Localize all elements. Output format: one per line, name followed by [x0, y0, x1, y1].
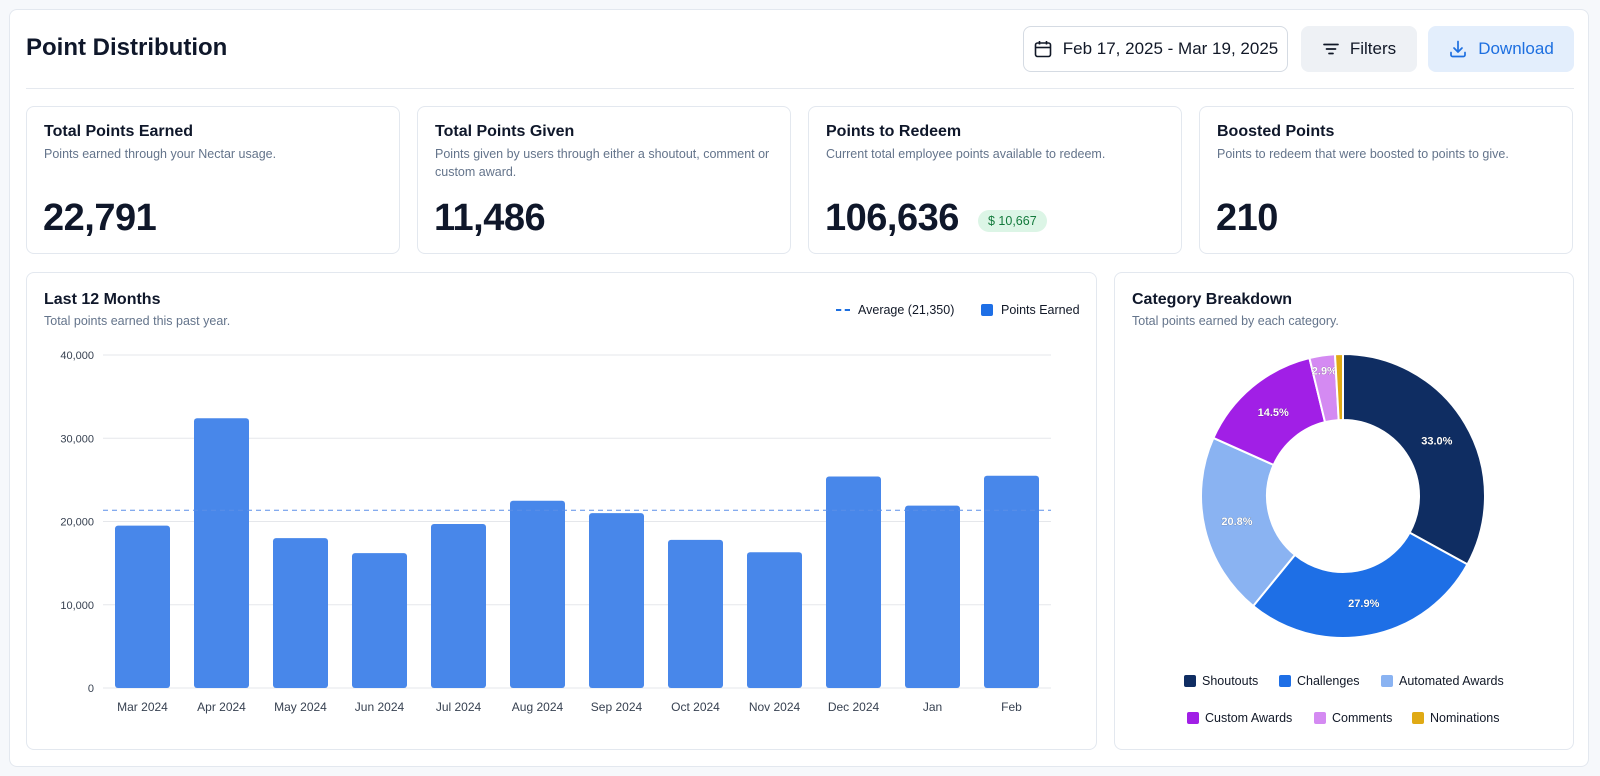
bar[interactable] — [984, 475, 1039, 688]
legend-series-label: Points Earned — [1001, 303, 1080, 317]
stat-description: Points earned through your Nectar usage. — [44, 147, 277, 161]
x-tick-label: Sep 2024 — [591, 700, 643, 714]
legend-swatch — [1184, 675, 1196, 687]
date-range-label: Feb 17, 2025 - Mar 19, 2025 — [1062, 39, 1279, 58]
stat-description: Points given by users through either a s… — [435, 147, 770, 179]
legend-item-comments[interactable]: Comments — [1314, 711, 1392, 725]
stat-card-total-points-earned: Total Points Earned Points earned throug… — [26, 106, 400, 254]
stat-value: 210 — [1216, 197, 1278, 239]
x-tick-label: Feb — [1001, 700, 1022, 714]
bar[interactable] — [668, 539, 723, 688]
bar-chart-panel: Last 12 Months Total points earned this … — [26, 272, 1097, 750]
bar[interactable] — [747, 552, 802, 688]
donut-slice[interactable] — [1342, 352, 1486, 566]
stat-value: 106,636 — [825, 197, 959, 239]
slice-label: 33.0% — [1421, 436, 1452, 448]
legend-label: Challenges — [1297, 674, 1360, 688]
x-tick-label: Apr 2024 — [197, 700, 246, 714]
legend-label: Shoutouts — [1202, 674, 1259, 688]
legend-item-automated-awards[interactable]: Automated Awards — [1381, 674, 1504, 688]
dashed-line-icon — [836, 309, 850, 311]
stat-value: 22,791 — [43, 197, 157, 239]
legend-swatch — [1314, 712, 1326, 724]
bar[interactable] — [431, 523, 486, 688]
stat-title: Total Points Given — [435, 123, 575, 140]
legend-item-shoutouts[interactable]: Shoutouts — [1184, 674, 1258, 688]
filters-label: Filters — [1349, 39, 1397, 58]
y-tick-label: 20,000 — [60, 517, 94, 529]
stat-title: Boosted Points — [1217, 123, 1335, 140]
bar[interactable] — [905, 505, 960, 688]
download-button[interactable]: Download — [1428, 26, 1574, 72]
download-icon — [1448, 39, 1468, 59]
donut-chart: 33.0% 27.9% 20.8% 14.5% 2.9% — [1200, 352, 1486, 639]
y-tick-label: 10,000 — [60, 600, 94, 612]
y-tick-label: 40,000 — [60, 350, 94, 362]
legend-label: Comments — [1332, 711, 1393, 725]
stat-title: Points to Redeem — [826, 123, 962, 140]
header-divider — [26, 88, 1574, 89]
filter-lines-icon — [1322, 40, 1340, 58]
legend-swatch — [981, 304, 993, 316]
x-tick-label: Aug 2024 — [512, 700, 564, 714]
legend-swatch — [1187, 712, 1199, 724]
legend-swatch — [1412, 712, 1424, 724]
date-range-picker[interactable]: Feb 17, 2025 - Mar 19, 2025 — [1023, 26, 1288, 72]
bar[interactable] — [510, 500, 565, 688]
bar[interactable] — [273, 538, 328, 688]
donut-slice[interactable] — [1251, 531, 1469, 639]
download-label: Download — [1478, 39, 1554, 58]
x-tick-label: Mar 2024 — [117, 700, 168, 714]
bar-chart-description: Total points earned this past year. — [44, 314, 231, 328]
donut-chart-description: Total points earned by each category. — [1132, 314, 1339, 328]
x-tick-label: Nov 2024 — [749, 700, 801, 714]
legend-points-earned: Points Earned — [981, 303, 1080, 317]
legend-swatch — [1381, 675, 1393, 687]
page-title: Point Distribution — [26, 34, 228, 61]
donut-slice[interactable] — [1333, 352, 1344, 422]
filters-button[interactable]: Filters — [1301, 26, 1417, 72]
x-tick-label: Dec 2024 — [828, 700, 880, 714]
stat-value: 11,486 — [434, 197, 546, 239]
redeem-value-badge: $ 10,667 — [978, 210, 1047, 232]
stat-card-points-to-redeem: Points to Redeem Current total employee … — [808, 106, 1182, 254]
slice-label: 27.9% — [1348, 598, 1379, 610]
donut-chart-panel: Category Breakdown Total points earned b… — [1114, 272, 1574, 750]
legend-item-challenges[interactable]: Challenges — [1279, 674, 1360, 688]
slice-label: 2.9% — [1312, 365, 1337, 377]
legend-item-custom-awards[interactable]: Custom Awards — [1187, 711, 1292, 725]
slice-label: 14.5% — [1258, 407, 1289, 419]
x-tick-label: Jan — [923, 700, 942, 714]
slice-label: 20.8% — [1221, 516, 1252, 528]
legend-item-nominations[interactable]: Nominations — [1412, 711, 1499, 725]
y-tick-label: 30,000 — [60, 433, 94, 445]
x-tick-label: Jul 2024 — [436, 700, 482, 714]
x-tick-label: Jun 2024 — [355, 700, 405, 714]
x-tick-label: May 2024 — [274, 700, 327, 714]
bar[interactable] — [589, 513, 644, 688]
donut-slice[interactable] — [1200, 436, 1297, 608]
legend-average-label: Average (21,350) — [858, 303, 955, 317]
stat-title: Total Points Earned — [44, 123, 194, 140]
y-tick-label: 0 — [88, 683, 94, 695]
legend-label: Automated Awards — [1399, 674, 1504, 688]
bar[interactable] — [194, 418, 249, 688]
bar-chart-title: Last 12 Months — [44, 291, 161, 308]
bar[interactable] — [352, 553, 407, 688]
calendar-icon — [1033, 39, 1053, 59]
stat-description: Points to redeem that were boosted to po… — [1217, 147, 1509, 161]
x-tick-label: Oct 2024 — [671, 700, 720, 714]
legend-label: Custom Awards — [1205, 711, 1293, 725]
bar[interactable] — [115, 525, 170, 688]
stat-card-total-points-given: Total Points Given Points given by users… — [417, 106, 791, 254]
legend-swatch — [1279, 675, 1291, 687]
stat-card-boosted-points: Boosted Points Points to redeem that wer… — [1199, 106, 1573, 254]
bar-chart: 0 10,000 20,000 30,000 40,000 Mar 2024 Apr 202… — [60, 350, 1051, 714]
legend-label: Nominations — [1430, 711, 1500, 725]
donut-chart-title: Category Breakdown — [1132, 291, 1293, 308]
stat-description: Current total employee points available … — [826, 147, 1106, 161]
legend-average: Average (21,350) — [836, 303, 954, 317]
bar[interactable] — [826, 476, 881, 688]
